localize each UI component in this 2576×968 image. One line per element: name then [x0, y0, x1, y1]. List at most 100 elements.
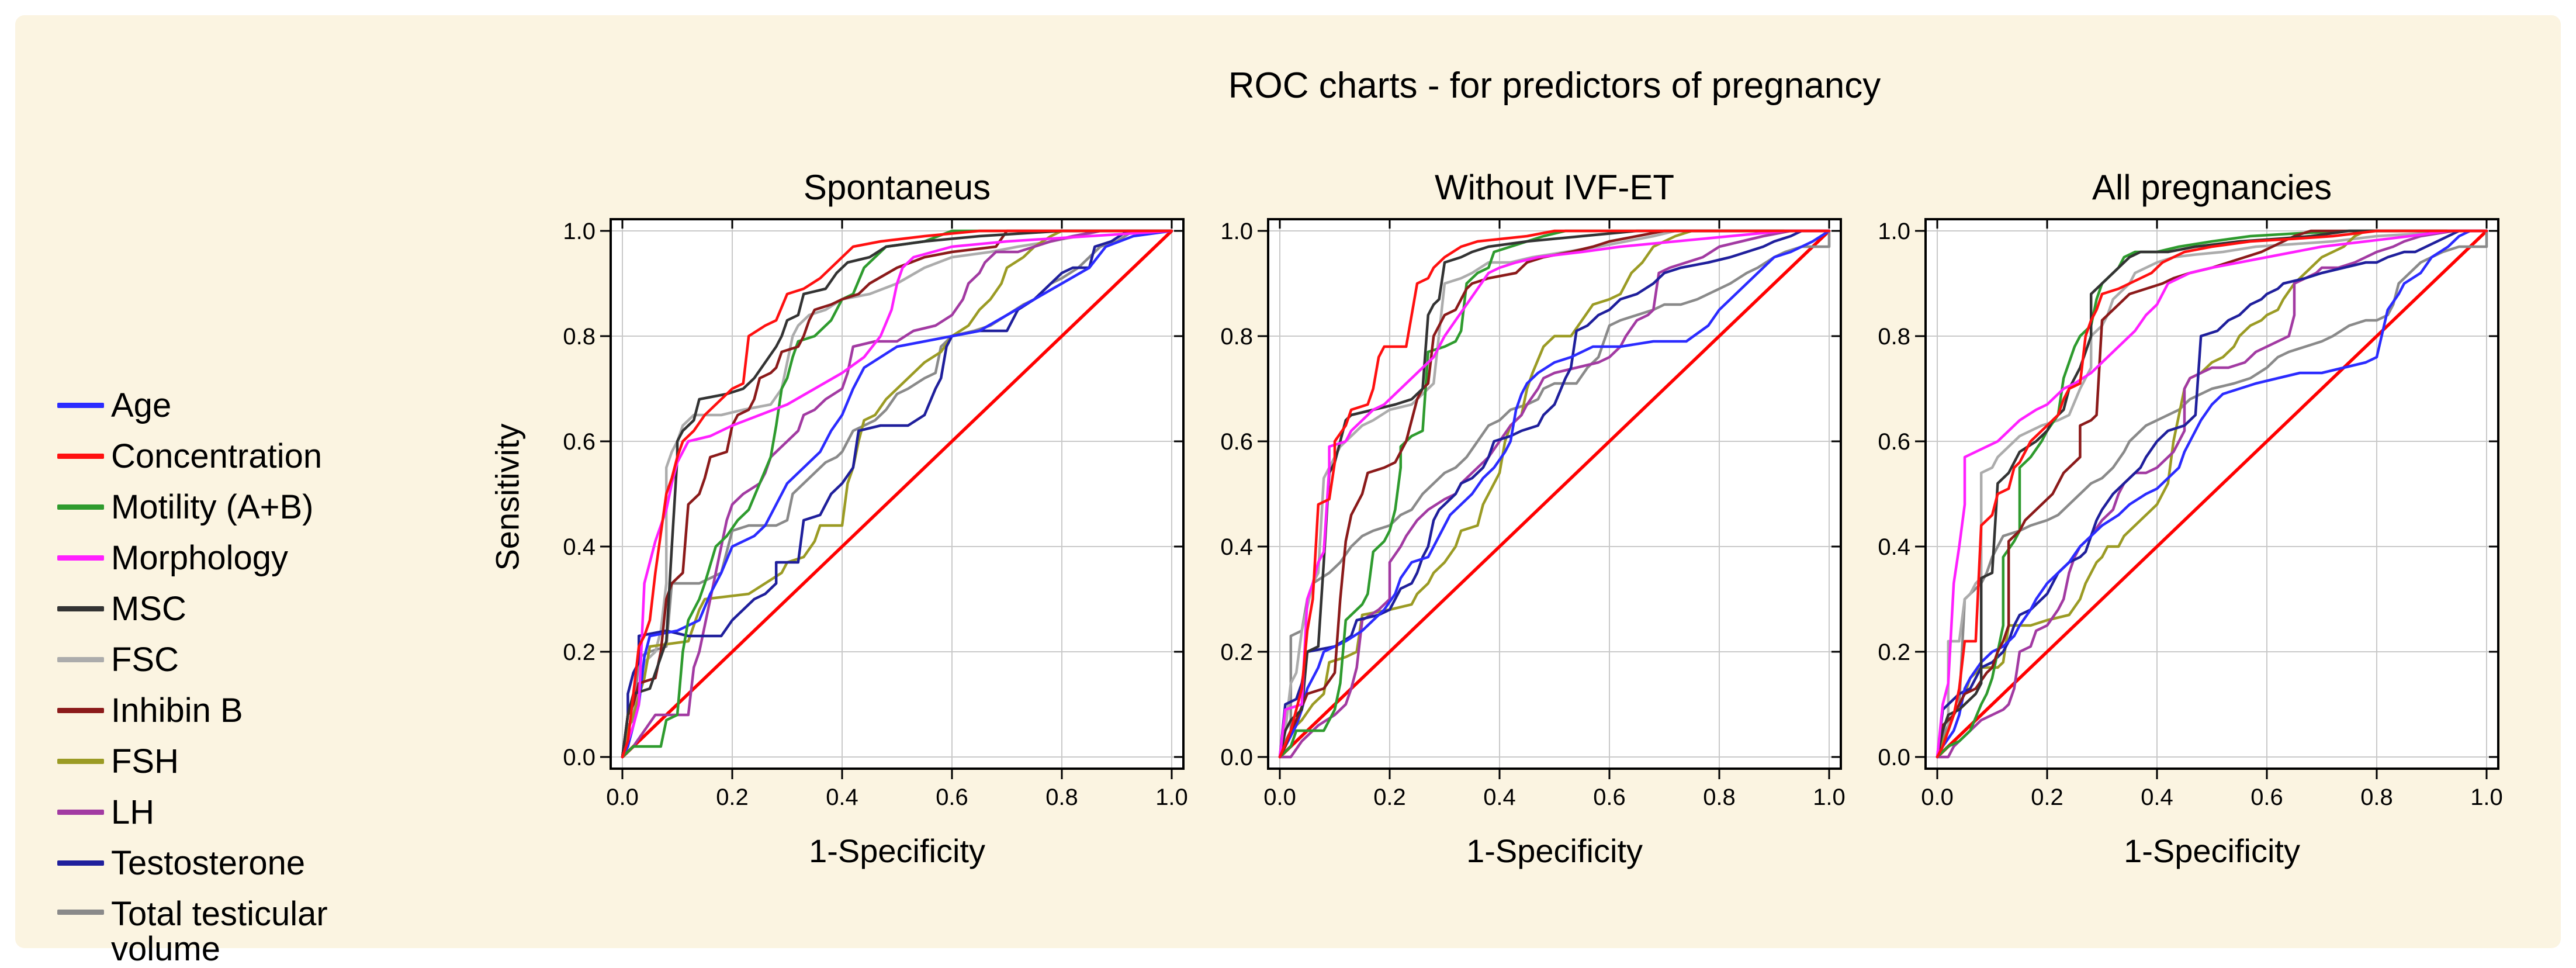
x-tick-label: 0.0 [1921, 784, 1954, 810]
y-tick-label: 1.0 [1878, 219, 1910, 244]
x-tick-label: 0.0 [1263, 784, 1296, 810]
legend-label-motility: Motility (A+B) [111, 488, 314, 526]
y-tick-label: 0.8 [1220, 324, 1253, 350]
roc-curve-morphology [621, 229, 1173, 759]
legend-label-msc: MSC [111, 589, 186, 628]
roc-curve-msc [1278, 229, 1831, 759]
legend-label-ttv: Total testicular volume [111, 895, 328, 968]
x-tick-label: 0.4 [1483, 784, 1516, 810]
roc-curve-total-testicular-volume [1936, 229, 2488, 759]
legend-item-fsc: FSC [57, 634, 525, 685]
legend-swatch-age [57, 403, 104, 408]
x-tick-label: 0.2 [716, 784, 749, 810]
roc-curve-fsh [1278, 229, 1831, 759]
x-tick-label: 1.0 [1813, 784, 1846, 810]
roc-curve-fsh [621, 229, 1173, 759]
y-tick-label: 0.4 [1220, 534, 1253, 560]
legend-item-age: Age [57, 380, 525, 431]
roc-curve-inhibin-b [1936, 229, 2488, 759]
legend-swatch-inhibin-b [57, 708, 104, 713]
axis-frame [610, 218, 1185, 770]
roc-curve-lh [621, 229, 1173, 759]
axis-frame [1267, 218, 1842, 770]
reference-diagonal [1936, 230, 2488, 758]
legend-item-ttv: Total testicular volume [57, 889, 525, 967]
panel-title-all-pregnancies: All pregnancies [2092, 168, 2332, 207]
roc-curve-age [1278, 229, 1831, 759]
x-tick-label: 0.8 [2360, 784, 2393, 810]
legend-label-fsh: FSH [111, 742, 179, 780]
roc-curve-lh [1278, 229, 1831, 759]
x-tick-label: 0.8 [1703, 784, 1736, 810]
legend-label-concentration: Concentration [111, 437, 323, 475]
legend-label-inhibin-b: Inhibin B [111, 691, 243, 730]
x-tick-label: 1.0 [1155, 784, 1188, 810]
x-tick-label: 1.0 [2470, 784, 2503, 810]
x-tick-label: 0.0 [606, 784, 639, 810]
y-tick-label: 1.0 [563, 219, 595, 244]
legend-item-inhibin-b: Inhibin B [57, 685, 525, 736]
legend-swatch-msc [57, 606, 104, 611]
legend-item-fsh: FSH [57, 736, 525, 787]
roc-plot-without-ivf-et: 0.0 0.0 0.2 0.2 0.4 0.4 0.6 0.6 0.8 0.8 1.0 1.0 1-Sp… [1220, 218, 1846, 869]
y-tick-label: 1.0 [1220, 219, 1253, 244]
y-tick-label: 0.6 [563, 429, 595, 455]
legend-swatch-ttv [57, 910, 104, 915]
legend-swatch-testosterone [57, 860, 104, 866]
roc-curve-motility-a-b [621, 229, 1173, 759]
legend-item-motility: Motility (A+B) [57, 482, 525, 533]
x-tick-label: 0.2 [2031, 784, 2063, 810]
x-tick-label: 0.2 [1373, 784, 1406, 810]
roc-curve-inhibin-b [621, 229, 1173, 759]
y-tick-label: 0.6 [1220, 429, 1253, 455]
legend-swatch-motility [57, 504, 104, 510]
y-tick-label: 0.2 [1220, 639, 1253, 665]
y-tick-label: 0.6 [1878, 429, 1910, 455]
y-tick-label: 0.4 [1878, 534, 1910, 560]
x-tick-label: 0.4 [2141, 784, 2173, 810]
y-tick-label: 0.0 [1220, 745, 1253, 770]
roc-curve-motility-a-b [1278, 229, 1831, 759]
y-tick-label: 0.2 [563, 639, 595, 665]
y-tick-label: 0.8 [563, 324, 595, 350]
roc-curve-concentration [621, 229, 1173, 759]
roc-curve-testosterone [621, 229, 1173, 759]
legend-label-lh: LH [111, 793, 155, 831]
figure-title: ROC charts - for predictors of pregnancy [1228, 65, 1881, 106]
roc-curve-total-testicular-volume [1278, 229, 1831, 759]
roc-curve-motility-a-b [1936, 229, 2488, 759]
reference-diagonal [621, 230, 1173, 758]
x-tick-label: 0.6 [936, 784, 968, 810]
y-tick-label: 0.4 [563, 534, 595, 560]
roc-plot-all-pregnancies: 0.0 0.0 0.2 0.2 0.4 0.4 0.6 0.6 0.8 0.8 1.0 1.0 1-Sp… [1878, 218, 2503, 869]
x-tick-label: 0.6 [1593, 784, 1626, 810]
legend-label-testosterone: Testosterone [111, 843, 306, 882]
legend-swatch-fsh [57, 759, 104, 764]
legend-item-testosterone: Testosterone [57, 838, 525, 889]
reference-diagonal [1279, 230, 1830, 758]
x-axis-label: 1-Specificity [809, 832, 985, 869]
legend: Age Concentration Motility (A+B) Morphology… [57, 380, 525, 967]
legend-swatch-morphology [57, 555, 104, 561]
legend-item-lh: LH [57, 787, 525, 838]
panel-title-spontaneus: Spontaneus [803, 168, 991, 207]
legend-item-msc: MSC [57, 583, 525, 634]
roc-curve-age [621, 229, 1173, 759]
x-tick-label: 0.8 [1045, 784, 1078, 810]
roc-curve-morphology [1936, 229, 2488, 759]
legend-label-fsc: FSC [111, 640, 179, 679]
x-axis-label: 1-Specificity [2124, 832, 2300, 869]
y-tick-label: 0.0 [563, 745, 595, 770]
axis-frame [1924, 218, 2499, 770]
roc-curve-concentration [1936, 229, 2488, 759]
x-tick-label: 0.4 [826, 784, 858, 810]
y-tick-label: 0.2 [1878, 639, 1910, 665]
legend-label-age: Age [111, 386, 172, 424]
y-tick-label: 0.8 [1878, 324, 1910, 350]
y-tick-label: 0.0 [1878, 745, 1910, 770]
legend-swatch-concentration [57, 454, 104, 459]
roc-curve-concentration [1278, 229, 1831, 759]
x-tick-label: 0.6 [2250, 784, 2283, 810]
roc-plot-spontaneus: 0.0 0.0 0.2 0.2 0.4 0.4 0.6 0.6 0.8 0.8 1.0 1.0 1-Sp… [563, 218, 1188, 869]
